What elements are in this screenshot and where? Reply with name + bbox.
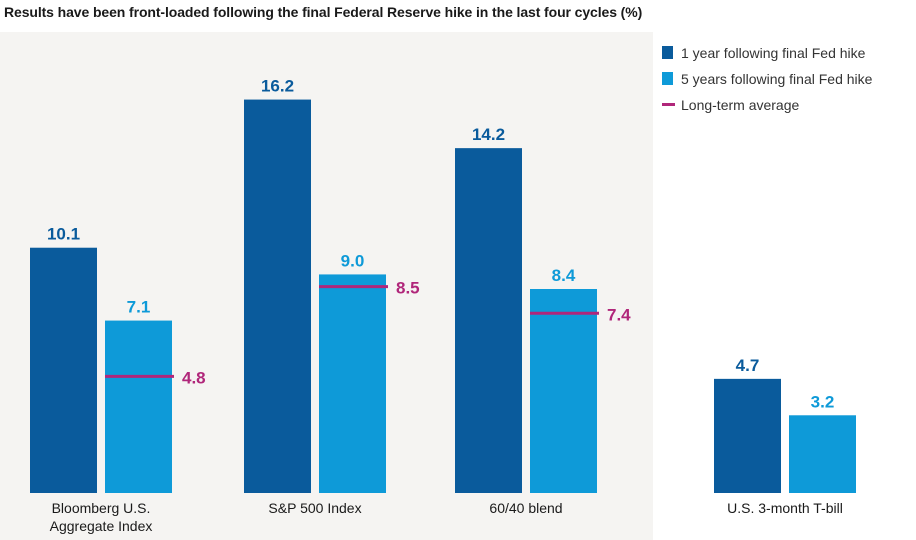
- category-label-cat3: U.S. 3-month T-bill: [727, 500, 843, 516]
- legend-swatch-1yr: [662, 46, 673, 59]
- data-label-1yr-cat2: 14.2: [472, 125, 505, 144]
- bar-1yr-cat1: [244, 99, 311, 494]
- chart-legend: 1 year following final Fed hike 5 years …: [662, 44, 872, 122]
- bar-1yr-cat3: [714, 378, 781, 493]
- data-label-1yr-cat0: 10.1: [47, 225, 80, 244]
- long-term-average-label-cat0: 4.8: [182, 368, 206, 387]
- legend-label-5yr: 5 years following final Fed hike: [681, 70, 873, 87]
- bar-1yr-cat2: [455, 148, 522, 493]
- category-label-cat0-line2: Aggregate Index: [50, 518, 153, 534]
- legend-label-long-term-average: Long-term average: [681, 96, 800, 113]
- data-label-1yr-cat1: 16.2: [261, 77, 294, 96]
- legend-item-long-term-average: Long-term average: [662, 96, 872, 113]
- legend-line-long-term-average: [662, 103, 675, 106]
- bar-5yr-cat2: [530, 289, 597, 493]
- legend-item-5yr: 5 years following final Fed hike: [662, 70, 872, 87]
- chart-title: Results have been front-loaded following…: [4, 4, 643, 20]
- category-label-cat0: Bloomberg U.S.: [52, 500, 151, 516]
- legend-swatch-5yr: [662, 72, 673, 85]
- bar-1yr-cat0: [30, 247, 97, 493]
- data-label-5yr-cat2: 8.4: [552, 266, 576, 285]
- legend-item-1yr: 1 year following final Fed hike: [662, 44, 872, 61]
- category-label-cat2: 60/40 blend: [489, 500, 562, 516]
- long-term-average-label-cat2: 7.4: [607, 305, 631, 324]
- bar-5yr-cat1: [319, 274, 386, 493]
- bar-5yr-cat3: [789, 415, 856, 493]
- category-label-cat1: S&P 500 Index: [268, 500, 361, 516]
- data-label-1yr-cat3: 4.7: [736, 356, 760, 375]
- data-label-5yr-cat1: 9.0: [341, 251, 365, 270]
- data-label-5yr-cat3: 3.2: [811, 392, 835, 411]
- long-term-average-label-cat1: 8.5: [396, 279, 420, 298]
- bar-5yr-cat0: [105, 320, 172, 493]
- legend-label-1yr: 1 year following final Fed hike: [681, 44, 866, 61]
- data-label-5yr-cat0: 7.1: [127, 298, 151, 317]
